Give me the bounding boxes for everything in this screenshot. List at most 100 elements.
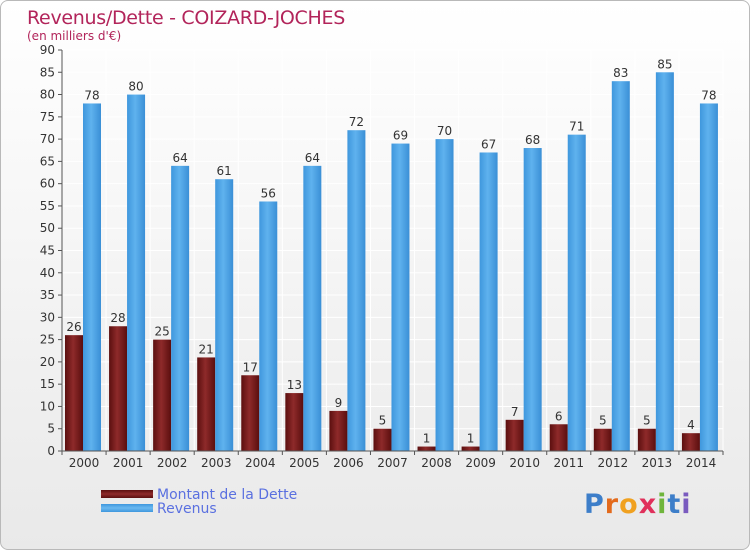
bar-debt (241, 375, 260, 451)
data-label-debt: 1 (467, 432, 475, 446)
x-tick-label: 2012 (598, 456, 629, 470)
data-label-revenue: 78 (701, 88, 716, 102)
bar-debt (153, 339, 172, 451)
x-tick-label: 2005 (289, 456, 320, 470)
y-tick-label: 80 (40, 88, 55, 102)
bar-debt (417, 446, 436, 451)
bar-revenue (479, 152, 498, 451)
x-tick-label: 2006 (333, 456, 364, 470)
data-label-revenue: 80 (128, 80, 143, 94)
chart-subtitle: (en milliers d'€) (27, 29, 122, 43)
bar-revenue (215, 179, 234, 451)
data-label-debt: 7 (511, 405, 519, 419)
y-tick-label: 40 (40, 266, 55, 280)
logo-letter: i (657, 489, 668, 520)
data-label-revenue: 85 (657, 57, 672, 71)
data-label-debt: 26 (66, 320, 81, 334)
bar-revenue (171, 165, 190, 451)
bar-revenue (127, 94, 146, 452)
data-label-revenue: 69 (393, 129, 408, 143)
data-label-revenue: 56 (261, 186, 276, 200)
bar-revenue (611, 81, 630, 451)
y-tick-label: 5 (47, 422, 55, 436)
bar-debt (285, 393, 304, 451)
logo-letter: t (667, 489, 682, 520)
data-label-debt: 25 (154, 325, 169, 339)
x-tick-label: 2008 (421, 456, 452, 470)
y-tick-label: 60 (40, 177, 55, 191)
bar-debt (329, 410, 348, 451)
data-label-revenue: 61 (217, 164, 232, 178)
bar-debt (505, 419, 524, 451)
x-tick-label: 2000 (69, 456, 100, 470)
logo-letter: r (604, 489, 620, 520)
data-label-debt: 13 (287, 378, 302, 392)
proxiti-logo: Proxiti (584, 489, 692, 520)
legend-label-revenue: Revenus (157, 501, 217, 517)
legend-label-debt: Montant de la Dette (157, 487, 298, 503)
y-tick-label: 85 (40, 65, 55, 79)
x-tick-label: 2003 (201, 456, 232, 470)
data-label-revenue: 68 (525, 133, 540, 147)
y-tick-label: 50 (40, 221, 55, 235)
y-tick-label: 45 (40, 244, 55, 258)
bar-chart: 2678288025642161175613649725691701677686… (40, 43, 724, 470)
legend-swatch-debt (101, 490, 153, 498)
bar-debt (65, 335, 83, 451)
x-tick-label: 2014 (686, 456, 717, 470)
data-label-revenue: 72 (349, 115, 364, 129)
bar-debt (549, 424, 568, 451)
data-label-revenue: 83 (613, 66, 628, 80)
x-tick-label: 2011 (553, 456, 584, 470)
x-tick-label: 2004 (245, 456, 276, 470)
y-tick-label: 0 (47, 444, 55, 458)
x-tick-label: 2001 (113, 456, 144, 470)
logo-letter: o (619, 489, 639, 520)
bar-debt (109, 326, 128, 451)
y-tick-label: 55 (40, 199, 55, 213)
bar-debt (461, 446, 480, 451)
y-tick-label: 75 (40, 110, 55, 124)
data-label-debt: 21 (199, 342, 214, 356)
logo-letter: i (681, 489, 692, 520)
data-label-revenue: 64 (172, 151, 187, 165)
y-tick-label: 20 (40, 355, 55, 369)
bar-revenue (259, 201, 278, 451)
bar-revenue (435, 139, 454, 451)
y-tick-label: 15 (40, 377, 55, 391)
bar-revenue (391, 143, 410, 452)
data-label-revenue: 67 (481, 137, 496, 151)
y-tick-label: 10 (40, 399, 55, 413)
data-label-debt: 6 (555, 409, 563, 423)
bar-debt (637, 428, 656, 451)
bar-revenue (347, 130, 366, 451)
data-label-revenue: 71 (569, 120, 584, 134)
y-tick-label: 65 (40, 154, 55, 168)
bar-revenue (83, 103, 101, 451)
x-tick-label: 2002 (157, 456, 188, 470)
bar-debt (681, 433, 700, 451)
x-tick-label: 2009 (465, 456, 496, 470)
bar-revenue (303, 165, 322, 451)
data-label-revenue: 64 (305, 151, 320, 165)
data-label-revenue: 70 (437, 124, 452, 138)
bar-revenue (655, 72, 674, 452)
logo-letter: x (638, 489, 658, 520)
legend-swatch-revenue (101, 504, 153, 512)
data-label-debt: 5 (643, 414, 651, 428)
x-tick-label: 2010 (509, 456, 540, 470)
data-label-debt: 5 (379, 414, 387, 428)
y-tick-label: 90 (40, 43, 55, 57)
data-label-debt: 1 (423, 432, 431, 446)
bar-debt (197, 357, 216, 451)
x-tick-label: 2013 (642, 456, 673, 470)
data-label-debt: 4 (687, 418, 695, 432)
y-tick-label: 35 (40, 288, 55, 302)
data-label-debt: 5 (599, 414, 607, 428)
data-label-revenue: 78 (84, 88, 99, 102)
bar-debt (373, 428, 392, 451)
bar-debt (593, 428, 612, 451)
logo-letter: P (584, 489, 605, 520)
bar-revenue (523, 148, 542, 451)
